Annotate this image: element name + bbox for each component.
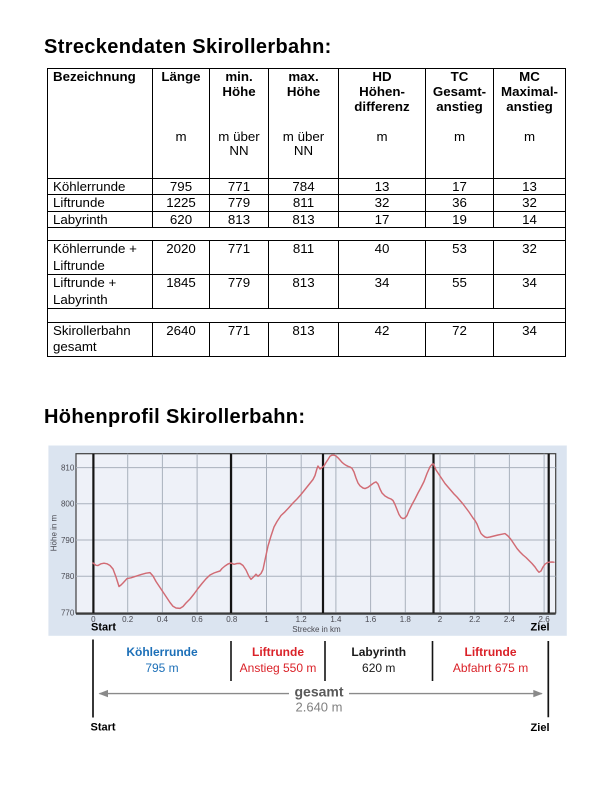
svg-text:2.6: 2.6 xyxy=(539,615,551,624)
svg-text:Labyrinth: Labyrinth xyxy=(351,645,406,659)
svg-text:800: 800 xyxy=(61,500,75,509)
svg-text:2: 2 xyxy=(438,615,443,624)
svg-text:0: 0 xyxy=(91,615,96,624)
svg-text:1.4: 1.4 xyxy=(330,615,342,624)
svg-text:0.8: 0.8 xyxy=(226,615,238,624)
svg-text:Abfahrt 675 m: Abfahrt 675 m xyxy=(453,661,528,675)
svg-text:620 m: 620 m xyxy=(362,661,395,675)
svg-text:Ziel: Ziel xyxy=(531,621,550,633)
svg-text:Start: Start xyxy=(91,721,116,733)
svg-text:Liftrunde: Liftrunde xyxy=(465,645,517,659)
svg-text:2.4: 2.4 xyxy=(504,615,516,624)
svg-text:795 m: 795 m xyxy=(145,661,178,675)
svg-text:780: 780 xyxy=(61,572,75,581)
svg-text:0.4: 0.4 xyxy=(157,615,169,624)
svg-text:Liftrunde: Liftrunde xyxy=(252,645,304,659)
svg-text:Köhlerrunde: Köhlerrunde xyxy=(126,645,198,659)
svg-text:810: 810 xyxy=(61,464,75,473)
svg-text:Start: Start xyxy=(91,621,116,633)
svg-text:790: 790 xyxy=(61,536,75,545)
svg-text:0.6: 0.6 xyxy=(192,615,204,624)
svg-text:Höhe in m: Höhe in m xyxy=(50,514,59,551)
svg-text:2.2: 2.2 xyxy=(469,615,481,624)
svg-text:1.8: 1.8 xyxy=(400,615,412,624)
svg-text:1.2: 1.2 xyxy=(296,615,308,624)
svg-text:770: 770 xyxy=(61,608,75,617)
svg-text:2.640 m: 2.640 m xyxy=(296,700,343,715)
svg-text:gesamt: gesamt xyxy=(294,684,343,700)
svg-text:0.2: 0.2 xyxy=(122,615,134,624)
svg-text:Strecke in km: Strecke in km xyxy=(292,625,341,634)
svg-text:Anstieg 550 m: Anstieg 550 m xyxy=(240,661,317,675)
svg-text:1.6: 1.6 xyxy=(365,615,377,624)
svg-text:Ziel: Ziel xyxy=(531,722,550,734)
svg-text:1: 1 xyxy=(264,615,269,624)
